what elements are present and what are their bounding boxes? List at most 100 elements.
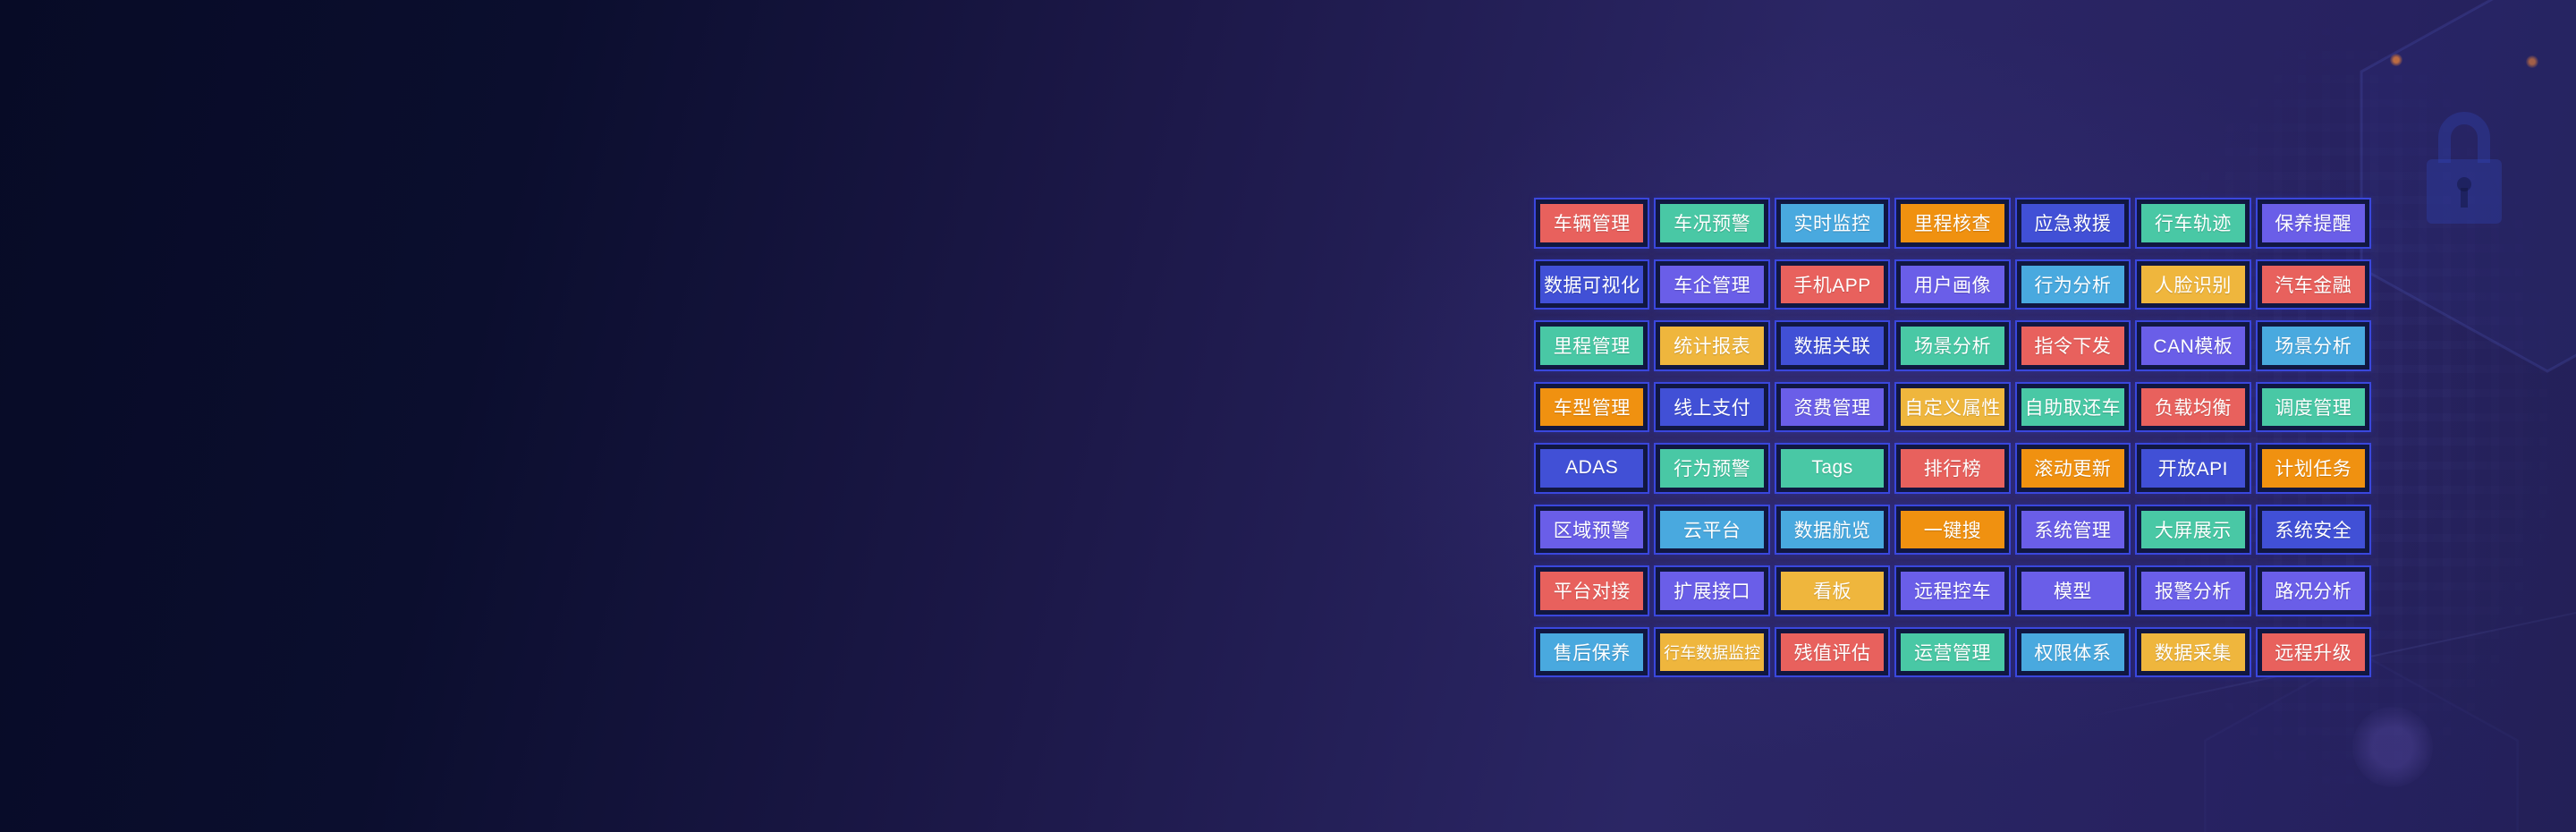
feature-cell: 计划任务 <box>2255 443 2371 494</box>
feature-button[interactable]: 统计报表 <box>1660 327 1764 365</box>
feature-button[interactable]: 人脸识别 <box>2141 265 2245 303</box>
feature-cell: 调度管理 <box>2255 381 2371 432</box>
glow-spot <box>2352 707 2433 787</box>
feature-button[interactable]: 权限体系 <box>2021 632 2125 671</box>
feature-cell: 行车轨迹 <box>2135 198 2251 249</box>
feature-button[interactable]: 里程管理 <box>1540 327 1644 365</box>
feature-button[interactable]: 一键搜 <box>1901 510 2004 548</box>
feature-button[interactable]: 自助取还车 <box>2021 387 2125 426</box>
feature-cell: 运营管理 <box>1894 626 2011 677</box>
feature-button[interactable]: 系统管理 <box>2021 510 2125 548</box>
feature-cell: ADAS <box>1534 443 1650 494</box>
feature-cell: 系统管理 <box>2014 504 2131 555</box>
feature-cell: 一键搜 <box>1894 504 2011 555</box>
feature-cell: 场景分析 <box>1894 320 2011 371</box>
feature-button[interactable]: 用户画像 <box>1901 265 2004 303</box>
feature-button[interactable]: 数据关联 <box>1780 327 1885 365</box>
feature-cell: 里程核查 <box>1894 198 2011 249</box>
feature-button[interactable]: CAN模板 <box>2141 327 2245 365</box>
feature-button[interactable]: 指令下发 <box>2021 327 2125 365</box>
feature-button[interactable]: 看板 <box>1780 572 1885 610</box>
feature-cell: 云平台 <box>1654 504 1770 555</box>
feature-button[interactable]: 数据可视化 <box>1540 265 1644 303</box>
feature-button[interactable]: 报警分析 <box>2141 572 2245 610</box>
feature-cell: 远程控车 <box>1894 565 2011 616</box>
feature-button[interactable]: 售后保养 <box>1540 632 1644 671</box>
feature-button[interactable]: 线上支付 <box>1660 387 1764 426</box>
feature-button[interactable]: 开放API <box>2141 449 2245 488</box>
feature-cell: 数据可视化 <box>1534 259 1650 310</box>
feature-button[interactable]: 手机APP <box>1780 265 1885 303</box>
feature-cell: 数据航览 <box>1774 504 1891 555</box>
feature-button[interactable]: 大屏展示 <box>2141 510 2245 548</box>
feature-button[interactable]: 实时监控 <box>1780 204 1885 242</box>
feature-cell: 滚动更新 <box>2014 443 2131 494</box>
feature-button[interactable]: ADAS <box>1540 449 1644 488</box>
feature-cell: 汽车金融 <box>2255 259 2371 310</box>
feature-cell: 平台对接 <box>1534 565 1650 616</box>
feature-cell: Tags <box>1774 443 1891 494</box>
feature-cell: 自定义属性 <box>1894 381 2011 432</box>
feature-cell: 应急救援 <box>2014 198 2131 249</box>
feature-cell: 车辆管理 <box>1534 198 1650 249</box>
feature-button[interactable]: 平台对接 <box>1540 572 1644 610</box>
feature-button[interactable]: 车企管理 <box>1660 265 1764 303</box>
feature-button[interactable]: 远程升级 <box>2261 632 2365 671</box>
feature-button[interactable]: 汽车金融 <box>2261 265 2365 303</box>
feature-button[interactable]: 残值评估 <box>1780 632 1885 671</box>
feature-button[interactable]: 扩展接口 <box>1660 572 1764 610</box>
lock-icon <box>2427 112 2502 224</box>
feature-cell: 线上支付 <box>1654 381 1770 432</box>
feature-cell: 场景分析 <box>2255 320 2371 371</box>
feature-button[interactable]: 区域预警 <box>1540 510 1644 548</box>
feature-button[interactable]: 运营管理 <box>1901 632 2004 671</box>
feature-cell: 区域预警 <box>1534 504 1650 555</box>
feature-cell: 手机APP <box>1774 259 1891 310</box>
feature-button[interactable]: 行车轨迹 <box>2141 204 2245 242</box>
feature-cell: 售后保养 <box>1534 626 1650 677</box>
feature-button[interactable]: 数据航览 <box>1780 510 1885 548</box>
feature-button[interactable]: 保养提醒 <box>2261 204 2365 242</box>
feature-button[interactable]: 模型 <box>2021 572 2125 610</box>
feature-cell: 人脸识别 <box>2135 259 2251 310</box>
feature-button[interactable]: 资费管理 <box>1780 387 1885 426</box>
feature-cell: 负载均衡 <box>2135 381 2251 432</box>
feature-button[interactable]: 远程控车 <box>1901 572 2004 610</box>
feature-cell: 大屏展示 <box>2135 504 2251 555</box>
feature-button[interactable]: 车况预警 <box>1660 204 1764 242</box>
feature-cell: 行为预警 <box>1654 443 1770 494</box>
feature-button[interactable]: 场景分析 <box>2261 327 2365 365</box>
feature-button[interactable]: 里程核查 <box>1901 204 2004 242</box>
feature-button[interactable]: 系统安全 <box>2261 510 2365 548</box>
feature-button[interactable]: 行为分析 <box>2021 265 2125 303</box>
glow-dot <box>2390 54 2402 66</box>
feature-cell: 排行榜 <box>1894 443 2011 494</box>
feature-button[interactable]: 数据采集 <box>2141 632 2245 671</box>
feature-button[interactable]: 行车数据监控 <box>1660 632 1764 671</box>
feature-button[interactable]: 场景分析 <box>1901 327 2004 365</box>
feature-button[interactable]: 负载均衡 <box>2141 387 2245 426</box>
feature-button[interactable]: 应急救援 <box>2021 204 2125 242</box>
feature-button[interactable]: 计划任务 <box>2261 449 2365 488</box>
feature-button[interactable]: 车辆管理 <box>1540 204 1644 242</box>
feature-cell: 模型 <box>2014 565 2131 616</box>
feature-button[interactable]: 行为预警 <box>1660 449 1764 488</box>
feature-button[interactable]: 调度管理 <box>2261 387 2365 426</box>
feature-button[interactable]: 云平台 <box>1660 510 1764 548</box>
feature-button[interactable]: 车型管理 <box>1540 387 1644 426</box>
feature-button[interactable]: 自定义属性 <box>1901 387 2004 426</box>
feature-cell: 路况分析 <box>2255 565 2371 616</box>
glow-dot <box>2526 55 2538 68</box>
feature-cell: 数据采集 <box>2135 626 2251 677</box>
feature-cell: 统计报表 <box>1654 320 1770 371</box>
feature-cell: 自助取还车 <box>2014 381 2131 432</box>
feature-button[interactable]: 排行榜 <box>1901 449 2004 488</box>
feature-cell: 远程升级 <box>2255 626 2371 677</box>
feature-cell: CAN模板 <box>2135 320 2251 371</box>
feature-button[interactable]: 滚动更新 <box>2021 449 2125 488</box>
feature-cell: 残值评估 <box>1774 626 1891 677</box>
feature-button[interactable]: Tags <box>1780 449 1885 488</box>
feature-button[interactable]: 路况分析 <box>2261 572 2365 610</box>
feature-cell: 看板 <box>1774 565 1891 616</box>
